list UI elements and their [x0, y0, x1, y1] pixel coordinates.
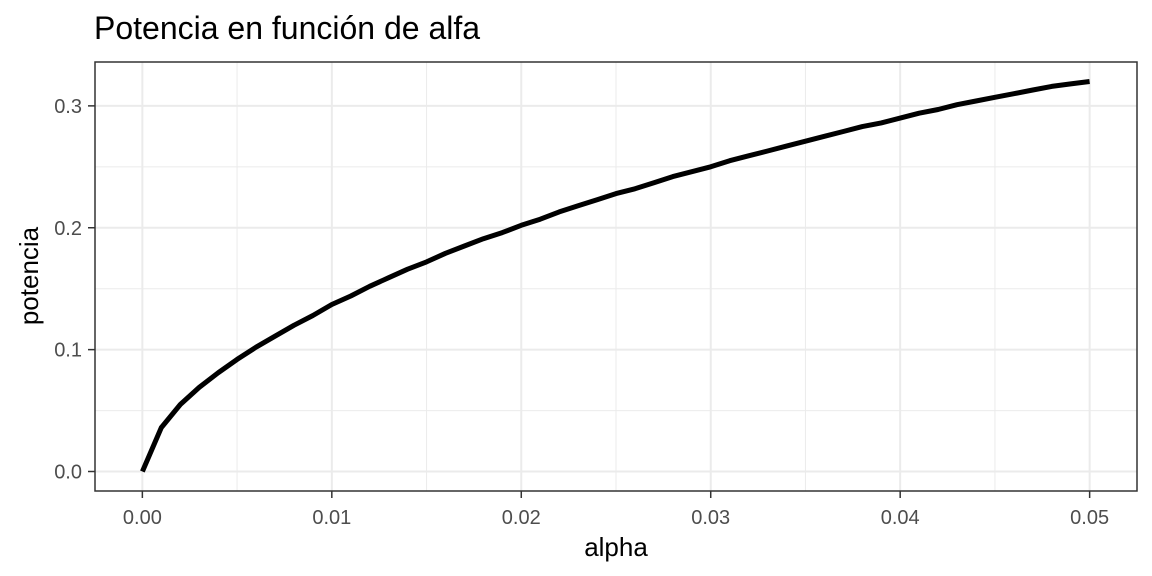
- y-tick-label: 0.3: [54, 96, 82, 118]
- x-tick-label: 0.03: [691, 507, 730, 529]
- x-axis-ticks: 0.00 0.01 0.02 0.03 0.04 0.05: [123, 491, 1109, 529]
- x-tick-label: 0.04: [881, 507, 920, 529]
- x-tick-label: 0.01: [312, 507, 351, 529]
- y-tick-label: 0.0: [54, 462, 82, 484]
- y-axis-ticks: 0.0 0.1 0.2 0.3: [54, 96, 95, 484]
- x-tick-label: 0.05: [1070, 507, 1109, 529]
- major-gridlines: [95, 62, 1137, 491]
- y-axis-label: potencia: [14, 226, 44, 325]
- minor-gridlines: [95, 62, 1137, 491]
- chart-title: Potencia en función de alfa: [94, 10, 480, 46]
- x-tick-label: 0.00: [123, 507, 162, 529]
- y-tick-label: 0.2: [54, 218, 82, 240]
- x-tick-label: 0.02: [502, 507, 541, 529]
- y-tick-label: 0.1: [54, 340, 82, 362]
- potencia-curve: [140, 79, 1090, 473]
- x-axis-label: alpha: [584, 532, 648, 562]
- panel-border: [94, 61, 1138, 492]
